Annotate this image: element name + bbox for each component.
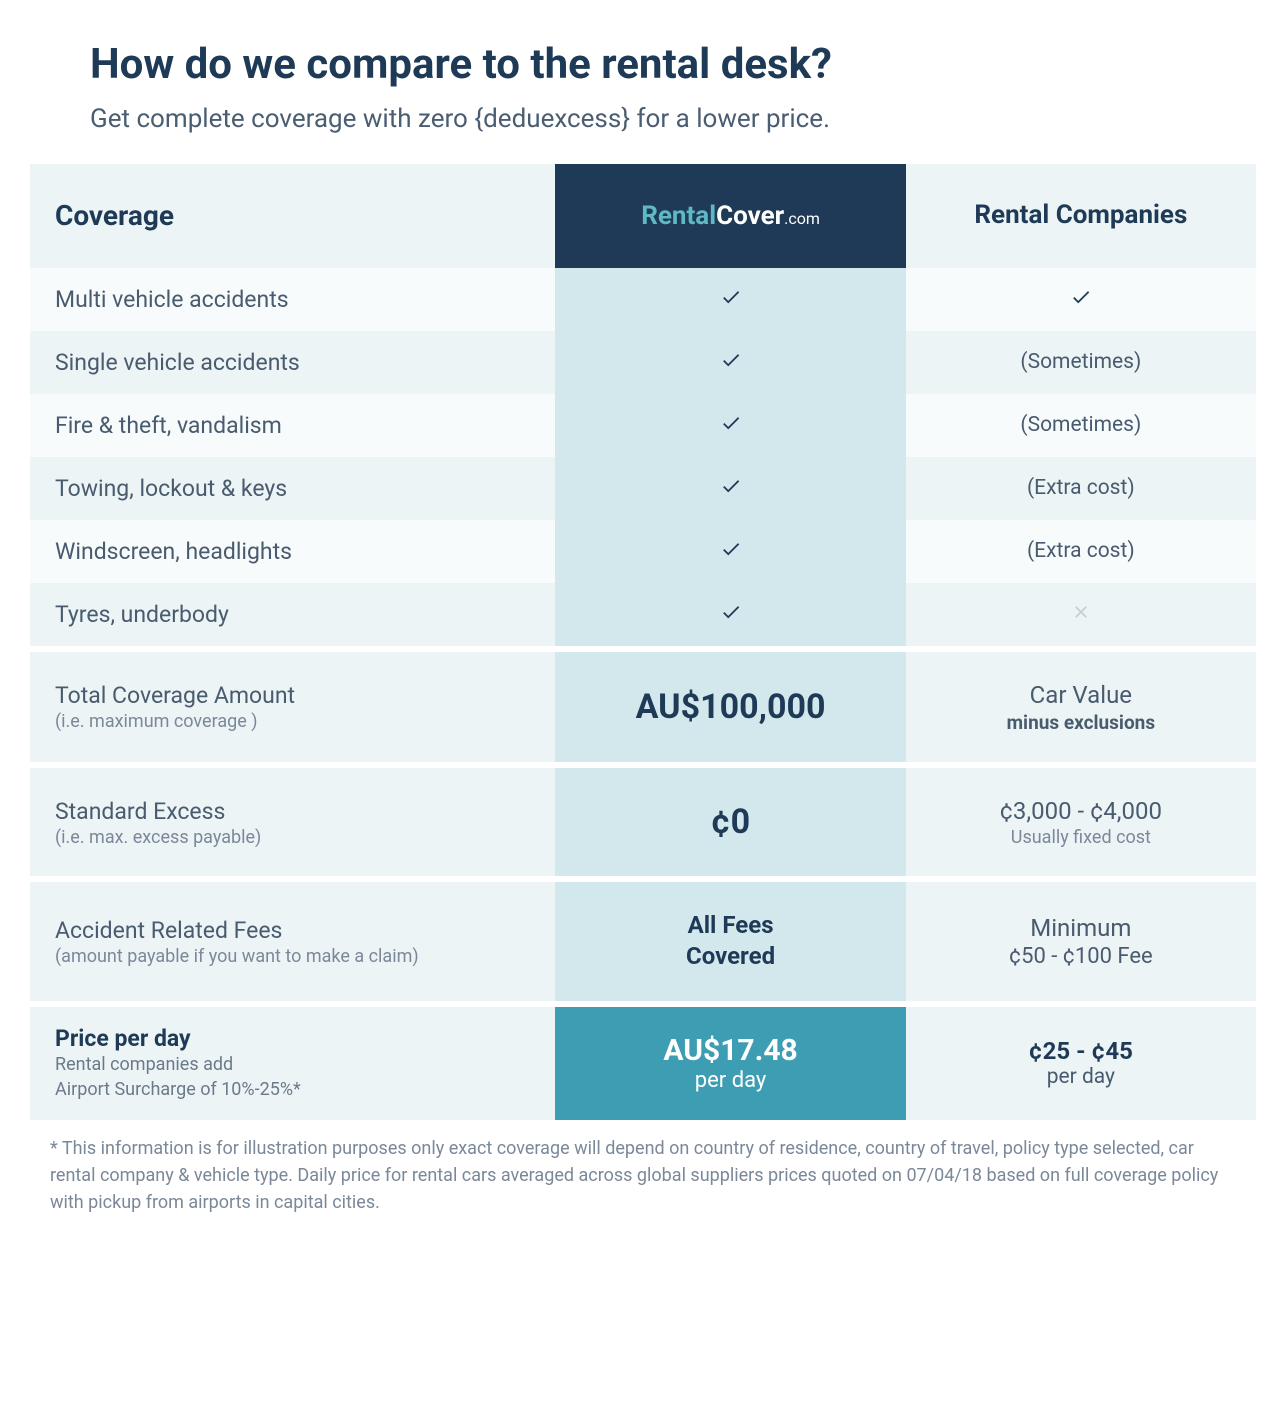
check-icon bbox=[1070, 286, 1092, 308]
header-companies: Rental Companies bbox=[906, 164, 1256, 268]
feature-row: Single vehicle accidents (Sometimes) bbox=[30, 331, 1256, 394]
summary-comp-main: ¢3,000 - ¢4,000 bbox=[931, 796, 1231, 827]
summary-rental-cell: All FeesCovered bbox=[555, 882, 905, 1000]
price-label-cell: Price per day Rental companies add Airpo… bbox=[30, 1007, 555, 1120]
check-icon bbox=[720, 412, 742, 434]
summary-rental-line: Covered bbox=[580, 941, 880, 972]
summary-rental-value: ¢0 bbox=[580, 802, 880, 842]
summary-label-cell: Accident Related Fees(amount payable if … bbox=[30, 882, 555, 1000]
price-sublabel-2: Airport Surcharge of 10%-25%* bbox=[55, 1077, 530, 1102]
feature-companies-value bbox=[906, 268, 1256, 331]
page-title: How do we compare to the rental desk? bbox=[90, 40, 1216, 89]
summary-sublabel: (i.e. maximum coverage ) bbox=[55, 711, 530, 732]
feature-label: Towing, lockout & keys bbox=[30, 457, 555, 520]
summary-rental-value: AU$100,000 bbox=[580, 687, 880, 727]
price-row: Price per day Rental companies add Airpo… bbox=[30, 1007, 1256, 1120]
feature-label: Single vehicle accidents bbox=[30, 331, 555, 394]
check-icon bbox=[720, 538, 742, 560]
summary-label-cell: Total Coverage Amount(i.e. maximum cover… bbox=[30, 652, 555, 762]
feature-rental-value bbox=[555, 520, 905, 583]
summary-comp-sub: Usually fixed cost bbox=[931, 827, 1231, 848]
logo-part-rental: Rental bbox=[641, 201, 716, 231]
feature-companies-value: (Extra cost) bbox=[906, 457, 1256, 520]
feature-companies-value: (Sometimes) bbox=[906, 331, 1256, 394]
summary-sublabel: (amount payable if you want to make a cl… bbox=[55, 946, 530, 967]
comp-price: ¢25 - ¢45 bbox=[931, 1037, 1231, 1065]
price-companies-cell: ¢25 - ¢45 per day bbox=[906, 1007, 1256, 1120]
feature-rental-value bbox=[555, 583, 905, 646]
price-label: Price per day bbox=[55, 1025, 530, 1052]
check-icon bbox=[720, 475, 742, 497]
feature-rental-value bbox=[555, 268, 905, 331]
feature-companies-value bbox=[906, 583, 1256, 646]
header-rentalcover-logo: RentalCover.com bbox=[555, 164, 905, 268]
check-icon bbox=[720, 286, 742, 308]
logo-part-cover: Cover bbox=[716, 201, 784, 231]
feature-companies-value: (Extra cost) bbox=[906, 520, 1256, 583]
summary-row: Standard Excess(i.e. max. excess payable… bbox=[30, 768, 1256, 876]
feature-row: Towing, lockout & keys (Extra cost) bbox=[30, 457, 1256, 520]
feature-rental-value bbox=[555, 457, 905, 520]
summary-companies-cell: Car Valueminus exclusions bbox=[906, 652, 1256, 762]
logo: RentalCover.com bbox=[641, 201, 820, 231]
check-icon bbox=[720, 349, 742, 371]
comp-per: per day bbox=[931, 1065, 1231, 1089]
feature-row: Multi vehicle accidents bbox=[30, 268, 1256, 331]
header-section: How do we compare to the rental desk? Ge… bbox=[30, 40, 1256, 164]
feature-label: Multi vehicle accidents bbox=[30, 268, 555, 331]
price-sublabel-1: Rental companies add bbox=[55, 1052, 530, 1077]
summary-comp-sub: ¢50 - ¢100 Fee bbox=[931, 944, 1231, 969]
feature-row: Fire & theft, vandalism (Sometimes) bbox=[30, 394, 1256, 457]
summary-sublabel: (i.e. max. excess payable) bbox=[55, 827, 530, 848]
table-header-row: Coverage RentalCover.com Rental Companie… bbox=[30, 164, 1256, 268]
summary-companies-cell: Minimum¢50 - ¢100 Fee bbox=[906, 882, 1256, 1000]
feature-label: Tyres, underbody bbox=[30, 583, 555, 646]
feature-rental-value bbox=[555, 331, 905, 394]
summary-label: Total Coverage Amount bbox=[55, 681, 530, 711]
summary-row: Total Coverage Amount(i.e. maximum cover… bbox=[30, 652, 1256, 762]
feature-label: Fire & theft, vandalism bbox=[30, 394, 555, 457]
page-subtitle: Get complete coverage with zero {deduexc… bbox=[90, 104, 1216, 134]
comparison-table: Coverage RentalCover.com Rental Companie… bbox=[30, 164, 1256, 1120]
summary-label-cell: Standard Excess(i.e. max. excess payable… bbox=[30, 768, 555, 876]
summary-rental-cell: AU$100,000 bbox=[555, 652, 905, 762]
price-rental-cell: AU$17.48 per day bbox=[555, 1007, 905, 1120]
summary-label: Accident Related Fees bbox=[55, 916, 530, 946]
rental-per: per day bbox=[580, 1068, 880, 1093]
summary-comp-main: Minimum bbox=[931, 913, 1231, 944]
summary-label: Standard Excess bbox=[55, 797, 530, 827]
summary-rental-line: All Fees bbox=[580, 910, 880, 941]
feature-companies-value: (Sometimes) bbox=[906, 394, 1256, 457]
rental-price: AU$17.48 bbox=[580, 1033, 880, 1068]
feature-row: Windscreen, headlights (Extra cost) bbox=[30, 520, 1256, 583]
logo-part-com: .com bbox=[784, 209, 820, 228]
summary-comp-sub: minus exclusions bbox=[931, 711, 1231, 734]
summary-row: Accident Related Fees(amount payable if … bbox=[30, 882, 1256, 1000]
summary-rental-cell: ¢0 bbox=[555, 768, 905, 876]
x-icon bbox=[1071, 602, 1091, 622]
summary-comp-main: Car Value bbox=[931, 680, 1231, 711]
feature-row: Tyres, underbody bbox=[30, 583, 1256, 646]
feature-rental-value bbox=[555, 394, 905, 457]
feature-label: Windscreen, headlights bbox=[30, 520, 555, 583]
footnote: * This information is for illustration p… bbox=[30, 1120, 1256, 1231]
summary-companies-cell: ¢3,000 - ¢4,000Usually fixed cost bbox=[906, 768, 1256, 876]
header-coverage: Coverage bbox=[30, 164, 555, 268]
check-icon bbox=[720, 601, 742, 623]
